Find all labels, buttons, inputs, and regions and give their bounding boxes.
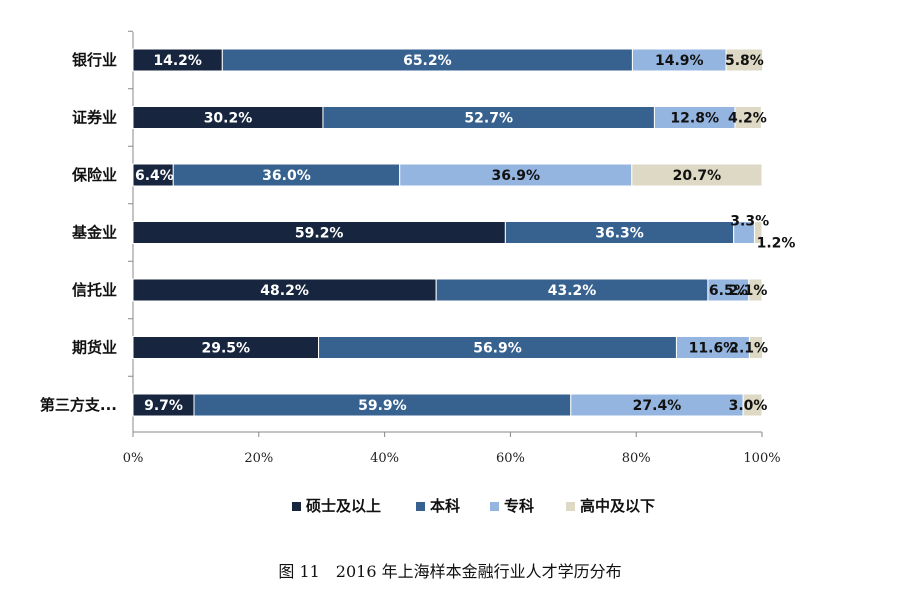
x-tick-label: 0% [123, 451, 144, 466]
data-label: 56.9% [473, 341, 522, 357]
data-label: 59.9% [358, 398, 407, 414]
data-label: 27.4% [633, 398, 682, 414]
data-label: 3.3% [730, 214, 769, 230]
data-label: 1.2% [757, 236, 796, 252]
legend-label: 高中及以下 [580, 497, 655, 515]
bar-segment [748, 278, 763, 302]
bar-segment [753, 221, 763, 244]
x-tick-label: 20% [244, 451, 273, 466]
data-label: 43.2% [548, 283, 597, 299]
bar-segment [725, 48, 764, 72]
data-label: 12.8% [670, 111, 719, 127]
data-label: 3.0% [729, 398, 768, 414]
category-label: 第三方支... [40, 396, 117, 414]
category-label: 基金业 [71, 224, 117, 242]
data-label: 11.6% [689, 341, 738, 357]
data-label: 30.2% [204, 111, 253, 127]
legend-swatch [566, 502, 575, 511]
data-label: 29.5% [201, 341, 250, 357]
data-label: 52.7% [464, 111, 513, 127]
data-label: 4.2% [728, 111, 767, 127]
category-label: 期货业 [72, 339, 117, 357]
legend-swatch [416, 502, 425, 511]
legend-swatch [292, 502, 301, 511]
data-label: 65.2% [403, 53, 452, 69]
category-label: 信托业 [72, 281, 117, 299]
data-label: 14.2% [153, 53, 202, 69]
bar-segment [742, 393, 763, 417]
bar-segment [748, 336, 764, 359]
figure-caption: 图 11 2016 年上海样本金融行业人才学历分布 [278, 562, 622, 581]
x-tick-label: 80% [622, 451, 651, 466]
legend-label: 本科 [430, 497, 460, 515]
data-label: 9.7% [144, 398, 183, 414]
data-label: 2.1% [729, 341, 768, 357]
data-label: 6.4% [135, 168, 174, 184]
legend-swatch [490, 502, 499, 511]
data-label: 48.2% [260, 283, 309, 299]
data-label: 36.0% [262, 168, 311, 184]
legend-label: 硕士及以上 [306, 497, 381, 515]
data-label: 36.9% [491, 168, 540, 184]
x-tick-label: 40% [370, 451, 399, 466]
category-label: 保险业 [71, 166, 117, 184]
data-label: 59.2% [295, 226, 344, 242]
legend-label: 专科 [504, 497, 534, 515]
bar-segment [631, 163, 763, 187]
data-label: 20.7% [673, 168, 722, 184]
category-label: 银行业 [72, 51, 117, 69]
data-label: 14.9% [655, 53, 704, 69]
x-tick-label: 60% [496, 451, 525, 466]
category-label: 证券业 [72, 109, 117, 127]
stacked-bar-chart: 0% 20% 40% 60% 80% 100% 银行业 14.2% 65.2% 14.9% 5.8%… [40, 30, 796, 515]
x-tick-label: 100% [743, 451, 780, 466]
data-label: 36.3% [595, 226, 644, 242]
data-label: 2.1% [729, 283, 768, 299]
bar-segment [734, 106, 762, 129]
data-label: 6.5% [709, 283, 748, 299]
data-label: 5.8% [725, 53, 764, 69]
